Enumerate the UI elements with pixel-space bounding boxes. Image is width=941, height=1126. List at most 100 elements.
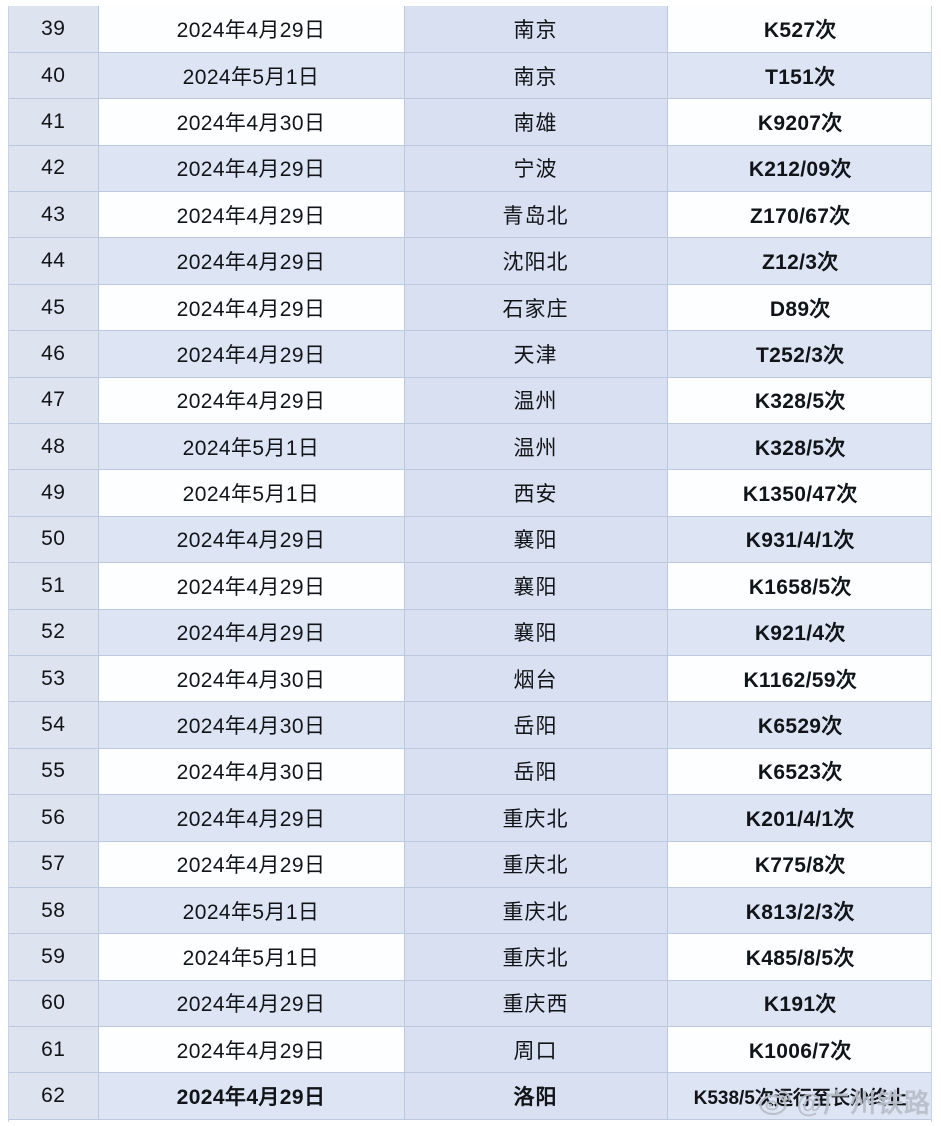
cell-station: 重庆北 — [404, 933, 668, 981]
cell-station: 温州 — [404, 423, 668, 471]
cell-train-number: T252/3次 — [667, 330, 931, 378]
table-body: 39 2024年4月29日 南京 K527次 40 2024年5月1日 南京 T151次 41 2… — [9, 6, 931, 1120]
cell-sequence-number: 53 — [9, 655, 99, 703]
cell-station: 岳阳 — [404, 748, 668, 796]
table-row: 55 2024年4月30日 岳阳 K6523次 — [9, 748, 931, 796]
cell-train-number: K813/2/3次 — [667, 887, 931, 935]
table-row: 53 2024年4月30日 烟台 K1162/59次 — [9, 655, 931, 703]
cell-station: 襄阳 — [404, 562, 668, 610]
cell-sequence-number: 58 — [9, 887, 99, 935]
cell-sequence-number: 56 — [9, 794, 99, 842]
cell-train-number: K485/8/5次 — [667, 933, 931, 981]
cell-train-number: K201/4/1次 — [667, 794, 931, 842]
cell-date: 2024年4月29日 — [98, 516, 405, 564]
table-row: 41 2024年4月30日 南雄 K9207次 — [9, 98, 931, 146]
cell-date: 2024年4月30日 — [98, 748, 405, 796]
cell-station: 襄阳 — [404, 516, 668, 564]
cell-train-number: K931/4/1次 — [667, 516, 931, 564]
cell-sequence-number: 49 — [9, 469, 99, 517]
table-row: 49 2024年5月1日 西安 K1350/47次 — [9, 469, 931, 517]
cell-date: 2024年4月29日 — [98, 6, 405, 53]
cell-sequence-number: 43 — [9, 191, 99, 239]
cell-date: 2024年4月29日 — [98, 609, 405, 656]
cell-sequence-number: 39 — [9, 6, 99, 53]
cell-date: 2024年4月29日 — [98, 145, 405, 193]
cell-sequence-number: 40 — [9, 52, 99, 100]
cell-train-number: K921/4次 — [667, 609, 931, 656]
cell-station: 烟台 — [404, 655, 668, 703]
cell-train-number: Z170/67次 — [667, 191, 931, 239]
cell-train-number: K1658/5次 — [667, 562, 931, 610]
schedule-table-container: 39 2024年4月29日 南京 K527次 40 2024年5月1日 南京 T151次 41 2… — [8, 6, 932, 1122]
table-row: 59 2024年5月1日 重庆北 K485/8/5次 — [9, 933, 931, 981]
cell-date: 2024年5月1日 — [98, 469, 405, 517]
cell-sequence-number: 55 — [9, 748, 99, 796]
cell-sequence-number: 62 — [9, 1072, 99, 1120]
cell-train-number: Z12/3次 — [667, 237, 931, 285]
table-row: 57 2024年4月29日 重庆北 K775/8次 — [9, 841, 931, 888]
cell-date: 2024年4月30日 — [98, 701, 405, 749]
table-row: 42 2024年4月29日 宁波 K212/09次 — [9, 145, 931, 193]
cell-date: 2024年4月29日 — [98, 980, 405, 1028]
table-row: 39 2024年4月29日 南京 K527次 — [9, 6, 931, 53]
cell-station: 宁波 — [404, 145, 668, 193]
cell-station: 周口 — [404, 1026, 668, 1074]
cell-date: 2024年4月29日 — [98, 191, 405, 239]
table-row: 45 2024年4月29日 石家庄 D89次 — [9, 284, 931, 332]
cell-train-number: K6523次 — [667, 748, 931, 796]
cell-station: 岳阳 — [404, 701, 668, 749]
table-row: 52 2024年4月29日 襄阳 K921/4次 — [9, 609, 931, 656]
cell-sequence-number: 48 — [9, 423, 99, 471]
table-row: 48 2024年5月1日 温州 K328/5次 — [9, 423, 931, 471]
table-row: 44 2024年4月29日 沈阳北 Z12/3次 — [9, 237, 931, 285]
cell-sequence-number: 44 — [9, 237, 99, 285]
cell-train-number: D89次 — [667, 284, 931, 332]
table-row: 54 2024年4月30日 岳阳 K6529次 — [9, 701, 931, 749]
cell-date: 2024年5月1日 — [98, 887, 405, 935]
cell-train-number: K1006/7次 — [667, 1026, 931, 1074]
cell-station: 温州 — [404, 377, 668, 425]
cell-sequence-number: 52 — [9, 609, 99, 656]
cell-date: 2024年4月30日 — [98, 655, 405, 703]
table-row: 51 2024年4月29日 襄阳 K1658/5次 — [9, 562, 931, 610]
cell-train-number: K212/09次 — [667, 145, 931, 193]
cell-date: 2024年4月29日 — [98, 377, 405, 425]
table-row: 60 2024年4月29日 重庆西 K191次 — [9, 980, 931, 1028]
cell-train-number: K1350/47次 — [667, 469, 931, 517]
cell-date: 2024年4月29日 — [98, 237, 405, 285]
cell-date: 2024年5月1日 — [98, 52, 405, 100]
cell-date: 2024年4月29日 — [98, 562, 405, 610]
cell-station: 南京 — [404, 52, 668, 100]
cell-station: 洛阳 — [404, 1072, 668, 1120]
cell-date: 2024年4月29日 — [98, 794, 405, 842]
cell-train-number: K538/5次运行至长沙终止 — [667, 1072, 931, 1120]
cell-sequence-number: 57 — [9, 841, 99, 888]
table-row: 58 2024年5月1日 重庆北 K813/2/3次 — [9, 887, 931, 935]
cell-date: 2024年5月1日 — [98, 423, 405, 471]
cell-station: 重庆北 — [404, 887, 668, 935]
cell-sequence-number: 51 — [9, 562, 99, 610]
cell-station: 南雄 — [404, 98, 668, 146]
cell-train-number: K9207次 — [667, 98, 931, 146]
cell-date: 2024年5月1日 — [98, 933, 405, 981]
cell-sequence-number: 46 — [9, 330, 99, 378]
cell-sequence-number: 45 — [9, 284, 99, 332]
table-row: 61 2024年4月29日 周口 K1006/7次 — [9, 1026, 931, 1074]
cell-train-number: K6529次 — [667, 701, 931, 749]
table-row: 47 2024年4月29日 温州 K328/5次 — [9, 377, 931, 425]
cell-station: 青岛北 — [404, 191, 668, 239]
cell-train-number: K328/5次 — [667, 423, 931, 471]
cell-train-number: K328/5次 — [667, 377, 931, 425]
cell-station: 西安 — [404, 469, 668, 517]
cell-station: 天津 — [404, 330, 668, 378]
cell-train-number: T151次 — [667, 52, 931, 100]
cell-train-number: K1162/59次 — [667, 655, 931, 703]
cell-date: 2024年4月30日 — [98, 98, 405, 146]
cell-sequence-number: 47 — [9, 377, 99, 425]
cell-date: 2024年4月29日 — [98, 1026, 405, 1074]
cell-station: 南京 — [404, 6, 668, 53]
cell-train-number: K527次 — [667, 6, 931, 53]
cell-date: 2024年4月29日 — [98, 284, 405, 332]
cell-station: 重庆西 — [404, 980, 668, 1028]
